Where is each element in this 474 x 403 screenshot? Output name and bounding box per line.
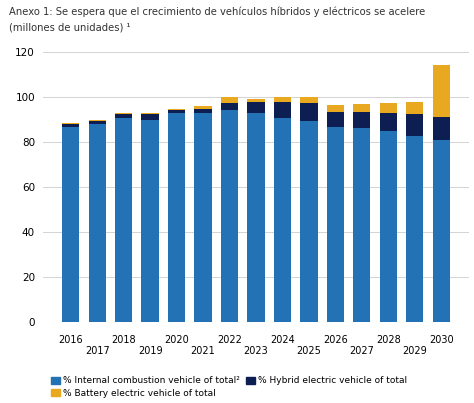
Bar [301,98,318,103]
Bar [247,113,264,322]
Bar [62,123,79,125]
Bar [406,114,423,136]
Bar [274,102,291,118]
Text: 2020: 2020 [164,335,189,345]
Bar [62,127,79,322]
Bar [301,103,318,121]
Bar [168,110,185,113]
Bar [327,105,344,112]
Bar [221,98,238,103]
Text: 2028: 2028 [376,335,401,345]
Bar [327,127,344,322]
Bar [89,125,106,322]
Bar [168,109,185,110]
Bar [194,109,211,113]
Bar [433,140,450,322]
Text: 2017: 2017 [85,346,109,356]
Bar [141,120,159,322]
Bar [141,113,159,114]
Bar [406,136,423,322]
Bar [380,131,397,322]
Text: 2018: 2018 [111,335,136,345]
Text: 2025: 2025 [296,346,321,356]
Bar [247,102,264,113]
Bar [353,128,371,322]
Bar [194,113,211,322]
Bar [141,114,159,120]
Text: 2026: 2026 [323,335,348,345]
Legend: % Internal combustion vehicle of total², % Battery electric vehicle of total, % : % Internal combustion vehicle of total²,… [47,373,411,401]
Bar [433,65,450,116]
Bar [327,112,344,127]
Text: 2021: 2021 [191,346,215,356]
Text: 2016: 2016 [58,335,83,345]
Bar [168,113,185,322]
Bar [115,118,132,322]
Text: Anexo 1: Se espera que el crecimiento de vehículos híbridos y eléctricos se acel: Anexo 1: Se espera que el crecimiento de… [9,6,426,17]
Bar [353,112,371,128]
Text: 2030: 2030 [429,335,454,345]
Bar [406,102,423,114]
Text: 2029: 2029 [402,346,427,356]
Bar [247,98,264,102]
Bar [353,104,371,112]
Text: 2024: 2024 [270,335,295,345]
Bar [433,116,450,140]
Bar [380,113,397,131]
Text: 2027: 2027 [349,346,374,356]
Bar [89,120,106,121]
Text: 2022: 2022 [217,335,242,345]
Bar [274,118,291,322]
Text: 2023: 2023 [244,346,268,356]
Bar [274,98,291,102]
Bar [301,121,318,322]
Bar [62,125,79,127]
Bar [89,121,106,125]
Bar [115,114,132,118]
Text: (millones de unidades) ¹: (millones de unidades) ¹ [9,22,131,32]
Bar [221,103,238,110]
Text: 2019: 2019 [138,346,163,356]
Bar [380,103,397,113]
Bar [194,106,211,109]
Bar [221,110,238,322]
Bar [115,113,132,114]
